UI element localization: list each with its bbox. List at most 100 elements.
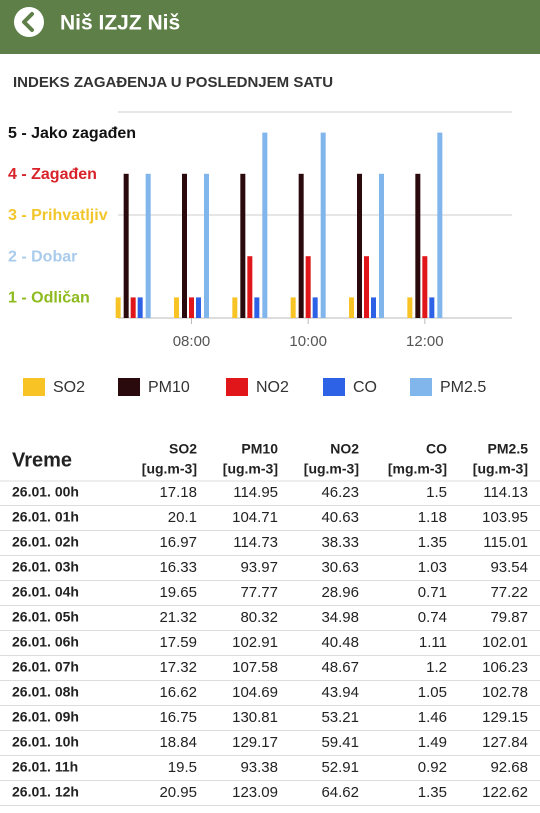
- bar: [437, 132, 443, 318]
- bar: [298, 173, 304, 318]
- column-unit: [ug.m-3]: [304, 461, 359, 477]
- cell: 1.35: [418, 784, 447, 801]
- bar: [189, 297, 194, 318]
- cell: 106.23: [482, 659, 528, 676]
- cell: 1.2: [426, 659, 447, 676]
- legend-label: SO2: [53, 379, 85, 396]
- row-time: 26.01. 12h: [12, 784, 79, 800]
- cell: 77.22: [490, 584, 528, 601]
- cell: 1.46: [418, 709, 447, 726]
- column-name: PM2.5: [488, 441, 529, 457]
- legend-swatch: [410, 378, 432, 396]
- cell: 1.5: [426, 484, 447, 501]
- cell: 43.94: [321, 684, 359, 701]
- cell: 17.59: [159, 634, 197, 651]
- cell: 1.05: [418, 684, 447, 701]
- cell: 102.91: [232, 634, 278, 651]
- bar: [204, 173, 209, 318]
- bar: [357, 173, 362, 318]
- row-time: 26.01. 08h: [12, 684, 79, 700]
- bar: [415, 173, 421, 318]
- row-time: 26.01. 11h: [12, 759, 78, 775]
- cell: 129.17: [232, 734, 278, 751]
- cell: 20.95: [159, 784, 197, 801]
- cell: 92.68: [490, 759, 528, 776]
- column-name: NO2: [330, 441, 359, 457]
- cell: 122.62: [482, 784, 528, 801]
- cell: 127.84: [482, 734, 528, 751]
- cell: 114.73: [233, 534, 278, 551]
- legend-label: CO: [353, 379, 377, 396]
- cell: 19.65: [159, 584, 197, 601]
- chart-title: INDEKS ZAGAĐENJA U POSLEDNJEM SATU: [13, 74, 333, 91]
- back-button[interactable]: [14, 7, 44, 37]
- cell: 53.21: [321, 709, 359, 726]
- cell: 0.92: [418, 759, 447, 776]
- row-time: 26.01. 07h: [12, 659, 79, 675]
- cell: 19.5: [168, 759, 197, 776]
- y-tick-label: 3 - Prihvatljiv: [8, 207, 108, 224]
- bar: [371, 297, 376, 318]
- cell: 114.95: [233, 484, 278, 501]
- cell: 0.74: [418, 609, 447, 626]
- cell: 115.01: [483, 534, 528, 551]
- bar: [174, 297, 179, 318]
- cell: 34.98: [321, 609, 359, 626]
- row-time: 26.01. 03h: [12, 559, 79, 575]
- bar: [364, 256, 369, 318]
- app-bar: [0, 0, 540, 54]
- y-tick-label: 2 - Dobar: [8, 248, 77, 265]
- cell: 0.71: [418, 584, 447, 601]
- legend-label: NO2: [256, 379, 289, 396]
- legend-swatch: [118, 378, 140, 396]
- cell: 1.11: [419, 634, 447, 651]
- x-tick-label: 08:00: [173, 333, 211, 350]
- legend-swatch: [226, 378, 248, 396]
- row-time: 26.01. 04h: [12, 584, 79, 600]
- y-tick-label: 5 - Jako zagađen: [8, 125, 136, 142]
- row-time: 26.01. 06h: [12, 634, 79, 650]
- cell: 48.67: [321, 659, 359, 676]
- bar: [254, 297, 260, 318]
- bar: [232, 297, 238, 318]
- column-name: CO: [426, 441, 447, 457]
- cell: 28.96: [321, 584, 359, 601]
- bar: [196, 297, 201, 318]
- cell: 30.63: [321, 559, 359, 576]
- cell: 93.97: [240, 559, 278, 576]
- cell: 46.23: [321, 484, 359, 501]
- bar: [407, 297, 413, 318]
- cell: 38.33: [321, 534, 359, 551]
- bar: [130, 297, 136, 318]
- cell: 123.09: [232, 784, 278, 801]
- cell: 59.41: [321, 734, 359, 751]
- cell: 102.01: [482, 634, 528, 651]
- cell: 64.62: [321, 784, 359, 801]
- legend-swatch: [323, 378, 345, 396]
- cell: 21.32: [159, 609, 197, 626]
- cell: 79.87: [490, 609, 528, 626]
- cell: 20.1: [168, 509, 197, 526]
- column-unit: [ug.m-3]: [223, 461, 278, 477]
- column-name: SO2: [169, 441, 197, 457]
- bar: [123, 173, 129, 318]
- x-tick-label: 12:00: [406, 333, 444, 350]
- column-unit: [mg.m-3]: [388, 461, 447, 477]
- x-tick-label: 10:00: [289, 333, 327, 350]
- bar: [422, 256, 428, 318]
- bar: [145, 173, 151, 318]
- cell: 104.69: [232, 684, 278, 701]
- cell: 40.48: [321, 634, 359, 651]
- cell: 1.35: [418, 534, 447, 551]
- cell: 104.71: [232, 509, 278, 526]
- cell: 17.18: [159, 484, 197, 501]
- column-unit: [ug.m-3]: [142, 461, 197, 477]
- cell: 16.62: [159, 684, 197, 701]
- legend-label: PM10: [148, 379, 190, 396]
- y-tick-label: 1 - Odličan: [8, 290, 90, 307]
- cell: 93.38: [240, 759, 278, 776]
- y-tick-label: 4 - Zagađen: [8, 166, 97, 183]
- bar: [137, 297, 143, 318]
- cell: 114.13: [483, 484, 528, 501]
